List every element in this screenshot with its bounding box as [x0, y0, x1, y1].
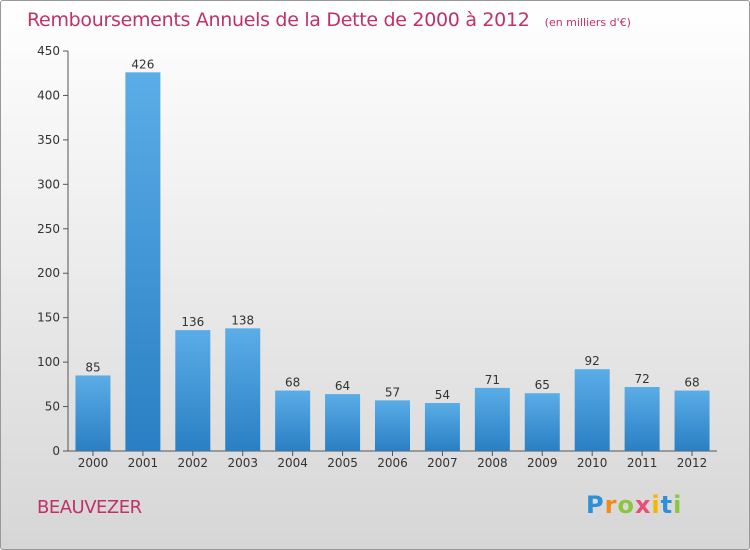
bar [275, 390, 311, 451]
data-label: 54 [435, 388, 450, 402]
logo-letter: x [634, 491, 652, 519]
x-tick-label: 2006 [377, 456, 408, 470]
y-tick-label: 100 [37, 355, 60, 369]
x-tick-label: 2001 [128, 456, 159, 470]
data-label: 426 [131, 57, 154, 71]
data-label: 71 [485, 373, 500, 387]
x-tick-label: 2012 [677, 456, 708, 470]
x-tick-label: 2011 [627, 456, 658, 470]
y-tick-label: 50 [45, 400, 60, 414]
y-tick-label: 0 [52, 444, 60, 458]
bar [474, 387, 510, 451]
logo-letter: o [617, 491, 635, 519]
x-tick-label: 2002 [178, 456, 209, 470]
y-tick-label: 350 [37, 133, 60, 147]
bar [624, 387, 660, 451]
x-tick-label: 2005 [327, 456, 358, 470]
commune-name: BEAUVEZER [37, 497, 142, 518]
y-tick-label: 250 [37, 222, 60, 236]
y-tick-label: 300 [37, 177, 60, 191]
proxiti-logo: Proxiti [586, 491, 682, 519]
x-tick-label: 2009 [527, 456, 558, 470]
bars [75, 72, 710, 451]
data-label: 68 [285, 376, 300, 390]
x-tick-label: 2007 [427, 456, 458, 470]
bar [574, 369, 610, 451]
x-tick-label: 2010 [577, 456, 608, 470]
y-tick-label: 150 [37, 311, 60, 325]
bar [75, 375, 111, 451]
x-tick-label: 2003 [227, 456, 258, 470]
logo-letter: i [651, 491, 661, 519]
y-tick-label: 200 [37, 266, 60, 280]
bar [325, 394, 361, 451]
labels: 2000 85 2001 426 2002 136 2003 138 2004 68 2005 64 2… [78, 57, 708, 470]
bar [674, 390, 710, 451]
bar [125, 72, 161, 451]
x-tick-label: 2004 [277, 456, 308, 470]
bar [375, 400, 410, 451]
bar [225, 328, 261, 451]
logo-letter: t [660, 491, 674, 519]
data-label: 57 [385, 385, 400, 399]
x-tick-label: 2008 [477, 456, 508, 470]
data-label: 65 [535, 378, 550, 392]
data-label: 136 [181, 315, 204, 329]
logo-letter: r [604, 491, 618, 519]
bar [424, 403, 460, 451]
bar [175, 330, 211, 451]
y-tick-label: 450 [37, 44, 60, 58]
logo-letter: P [586, 491, 605, 519]
data-label: 72 [634, 372, 649, 386]
bar [524, 393, 560, 451]
logo-letter: i [673, 491, 683, 519]
x-tick-label: 2000 [78, 456, 109, 470]
y-tick-label: 400 [37, 88, 60, 102]
chart-title-block: Remboursements Annuels de la Dette de 20… [27, 9, 631, 31]
data-label: 138 [231, 313, 254, 327]
data-label: 64 [335, 379, 350, 393]
data-label: 85 [85, 360, 100, 374]
chart-title: Remboursements Annuels de la Dette de 20… [27, 9, 530, 31]
chart-subtitle: (en milliers d'€) [544, 16, 631, 29]
data-label: 92 [585, 354, 600, 368]
data-label: 68 [684, 376, 699, 390]
